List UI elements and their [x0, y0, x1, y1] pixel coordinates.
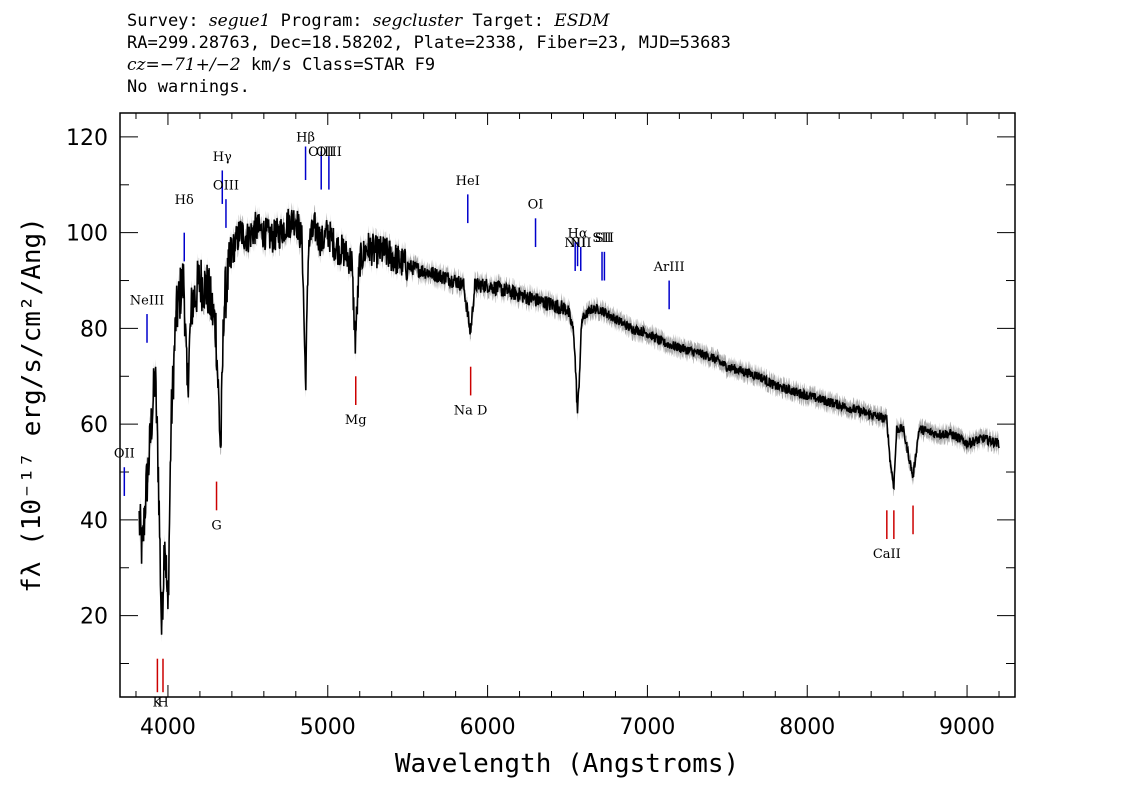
axis-tick-labels: 4000 5000 6000 7000 8000 9000 20 40 60 80 100 120: [66, 126, 995, 740]
emission-line-label-8: HeI: [456, 174, 480, 189]
plot-header: Survey: segue1 Program: segcluster Targe…: [127, 10, 731, 98]
x-tick-label-4: 8000: [779, 715, 835, 740]
cz-label: cz: [127, 55, 146, 75]
emission-line-label-7: OIII: [316, 145, 342, 160]
x-tick-label-0: 4000: [140, 715, 196, 740]
axis-ticks: [120, 113, 1015, 697]
header-line-2: RA=299.28763, Dec=18.58202, Plate=2338, …: [127, 33, 731, 53]
spectrum-line: [138, 208, 1000, 635]
emission-line-label-14: SII: [595, 231, 614, 246]
emission-line-label-6: OIII: [308, 145, 334, 160]
emission-line-label-12: NII: [570, 236, 592, 251]
y-tick-label-3: 80: [80, 317, 108, 342]
absorption-line-label-2: G: [211, 518, 221, 533]
y-tick-label-4: 100: [66, 222, 108, 247]
y-axis-title: fλ (10⁻¹⁷ erg/s/cm²/Ang): [17, 217, 47, 593]
emission-line-label-15: ArIII: [653, 260, 685, 275]
absorption-line-label-1: H: [157, 696, 168, 711]
program-label: Program:: [280, 11, 363, 31]
emission-line-label-3: Hγ: [213, 150, 232, 165]
emission-line-label-2: Hδ: [175, 193, 194, 208]
target-label: Target:: [472, 11, 545, 31]
absorption-line-label-0: K: [153, 696, 163, 711]
error-band: [139, 201, 999, 643]
cz-value: =−71+/−2: [145, 55, 241, 75]
emission-line-label-5: Hβ: [296, 131, 315, 146]
absorption-line-label-4: Na D: [454, 404, 488, 419]
absorption-line-label-3: Mg: [345, 413, 367, 428]
spectrum-error-band: [139, 201, 999, 643]
x-axis-title: Wavelength (Angstroms): [395, 749, 739, 779]
program-value: segcluster: [372, 11, 463, 31]
header-line-3: cz=−71+/−2 km/s Class=STAR F9: [127, 54, 731, 76]
spectrum-series: [138, 208, 1000, 635]
header-line-1: Survey: segue1 Program: segcluster Targe…: [127, 10, 731, 32]
x-tick-label-5: 9000: [939, 715, 995, 740]
survey-label: Survey:: [127, 11, 199, 31]
emission-line-label-11: Hα: [568, 226, 588, 241]
emission-line-label-0: OII: [114, 447, 135, 462]
emission-line-label-9: OI: [528, 198, 544, 213]
cz-class: km/s Class=STAR F9: [250, 55, 436, 75]
y-tick-label-1: 40: [80, 509, 108, 534]
emission-line-label-1: NeIII: [130, 293, 164, 308]
emission-line-label-4: OIII: [213, 179, 239, 194]
x-tick-label-2: 6000: [460, 715, 516, 740]
header-line-4: No warnings.: [127, 77, 250, 97]
target-value: ESDM: [554, 11, 610, 31]
emission-line-label-13: SII: [592, 231, 611, 246]
y-tick-label-0: 20: [80, 605, 108, 630]
y-tick-label-2: 60: [80, 413, 108, 438]
plot-frame: [119, 112, 1016, 698]
x-tick-label-3: 7000: [619, 715, 675, 740]
x-tick-label-1: 5000: [300, 715, 356, 740]
absorption-line-label-5: CaII: [873, 547, 901, 562]
y-tick-label-5: 120: [66, 126, 108, 151]
survey-value: segue1: [208, 11, 271, 31]
